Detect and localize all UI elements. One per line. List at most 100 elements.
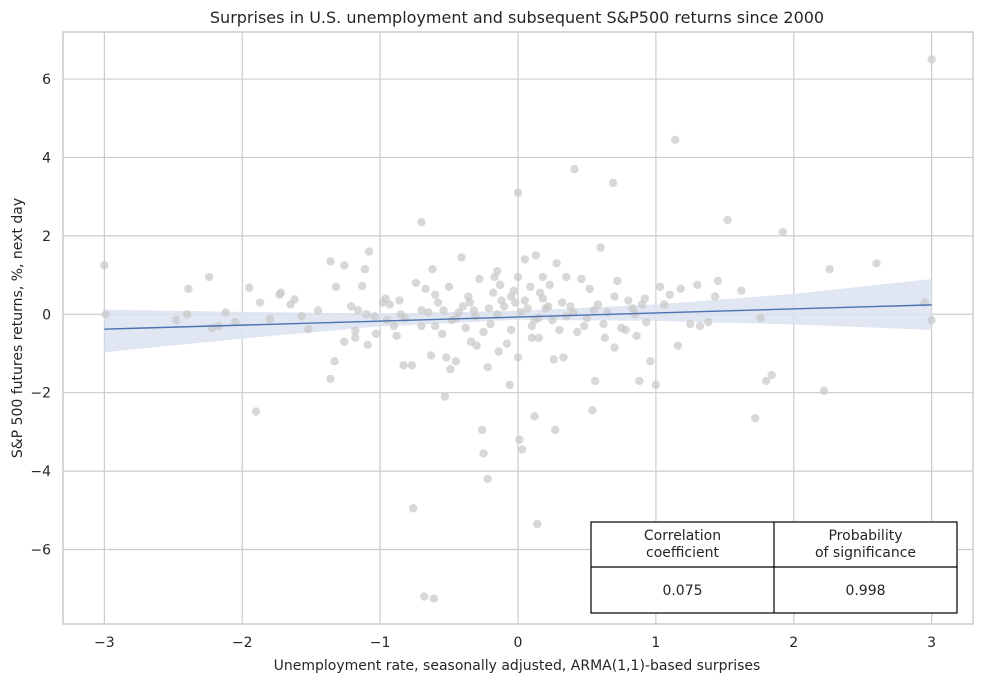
data-point [551, 425, 560, 435]
data-point [599, 319, 608, 329]
data-point [399, 361, 408, 370]
data-point [509, 286, 519, 295]
data-point [433, 298, 443, 307]
data-point [431, 290, 440, 299]
data-point [346, 302, 356, 311]
data-point [527, 333, 536, 343]
data-point [610, 292, 619, 301]
data-point [429, 594, 439, 603]
data-point [493, 310, 502, 319]
data-point [505, 380, 514, 390]
data-point [244, 283, 254, 292]
data-point [557, 298, 567, 307]
chart-title: Surprises in U.S. unemployment and subse… [210, 8, 824, 27]
data-point [591, 376, 600, 386]
regression-line [104, 304, 932, 330]
data-point [676, 284, 685, 293]
regression-line-layer [104, 304, 932, 330]
data-point [695, 321, 705, 331]
data-point [531, 251, 541, 260]
data-point [515, 435, 524, 444]
data-point [421, 284, 430, 293]
data-point [548, 315, 557, 325]
data-point [231, 317, 240, 327]
data-point [511, 298, 520, 307]
data-point [100, 261, 109, 270]
data-point [437, 329, 447, 339]
data-point [204, 272, 214, 282]
data-point [559, 353, 568, 362]
data-point [778, 227, 787, 237]
data-point [533, 519, 542, 529]
data-point [523, 304, 532, 313]
data-point [360, 264, 370, 274]
x-tick-label: 2 [789, 635, 798, 651]
y-tick-label: 2 [42, 229, 51, 245]
data-point [484, 304, 494, 313]
data-point [396, 310, 406, 319]
data-points [100, 55, 936, 603]
data-point [381, 294, 390, 303]
data-point [486, 319, 495, 329]
data-point [382, 315, 392, 325]
data-point [417, 321, 426, 331]
data-point [255, 298, 265, 307]
data-point [613, 276, 622, 286]
data-point [330, 357, 339, 366]
data-point [570, 165, 579, 174]
data-point [385, 300, 394, 309]
x-tick-label: 1 [651, 635, 660, 651]
data-point [693, 280, 702, 290]
data-point [737, 286, 746, 295]
data-point [642, 317, 651, 327]
data-point [582, 313, 592, 323]
y-tick-label: 6 [42, 72, 51, 88]
data-point [767, 370, 776, 380]
data-point [825, 264, 834, 274]
data-point [635, 376, 644, 386]
x-tick-label: 0 [514, 635, 523, 651]
data-point [351, 333, 360, 343]
data-point [479, 449, 488, 458]
x-tick-label: −3 [94, 635, 115, 651]
y-axis-label: S&P 500 futures returns, %, next day [10, 198, 26, 458]
data-point [431, 321, 440, 331]
data-point [530, 412, 539, 421]
data-point [446, 364, 455, 374]
data-point [562, 272, 571, 282]
data-point [665, 290, 674, 299]
data-point [417, 306, 426, 315]
data-point [534, 313, 543, 323]
data-point [420, 592, 429, 601]
data-point [545, 280, 554, 290]
data-point [251, 407, 261, 416]
data-point [610, 343, 619, 352]
y-tick-label: −4 [30, 464, 51, 480]
data-point [526, 282, 535, 292]
data-point [290, 295, 299, 304]
data-point [297, 312, 306, 321]
table-header: Correlation coefficient [644, 528, 721, 561]
data-point [651, 380, 661, 390]
data-point [340, 337, 349, 346]
data-point [313, 306, 323, 315]
data-point [497, 296, 506, 305]
data-point [461, 323, 470, 333]
data-point [392, 331, 401, 341]
x-tick-label: 3 [927, 635, 936, 651]
data-point [469, 306, 479, 315]
data-point [710, 292, 720, 301]
data-point [326, 374, 335, 384]
data-point [603, 308, 612, 317]
data-point [588, 406, 597, 415]
data-point [101, 310, 110, 319]
data-point [451, 357, 461, 366]
data-point [182, 310, 192, 319]
data-point [655, 282, 665, 292]
data-point [502, 339, 512, 348]
data-point [552, 259, 561, 268]
x-tick-label: −2 [232, 635, 253, 651]
data-point [608, 178, 618, 188]
data-point [331, 282, 341, 292]
